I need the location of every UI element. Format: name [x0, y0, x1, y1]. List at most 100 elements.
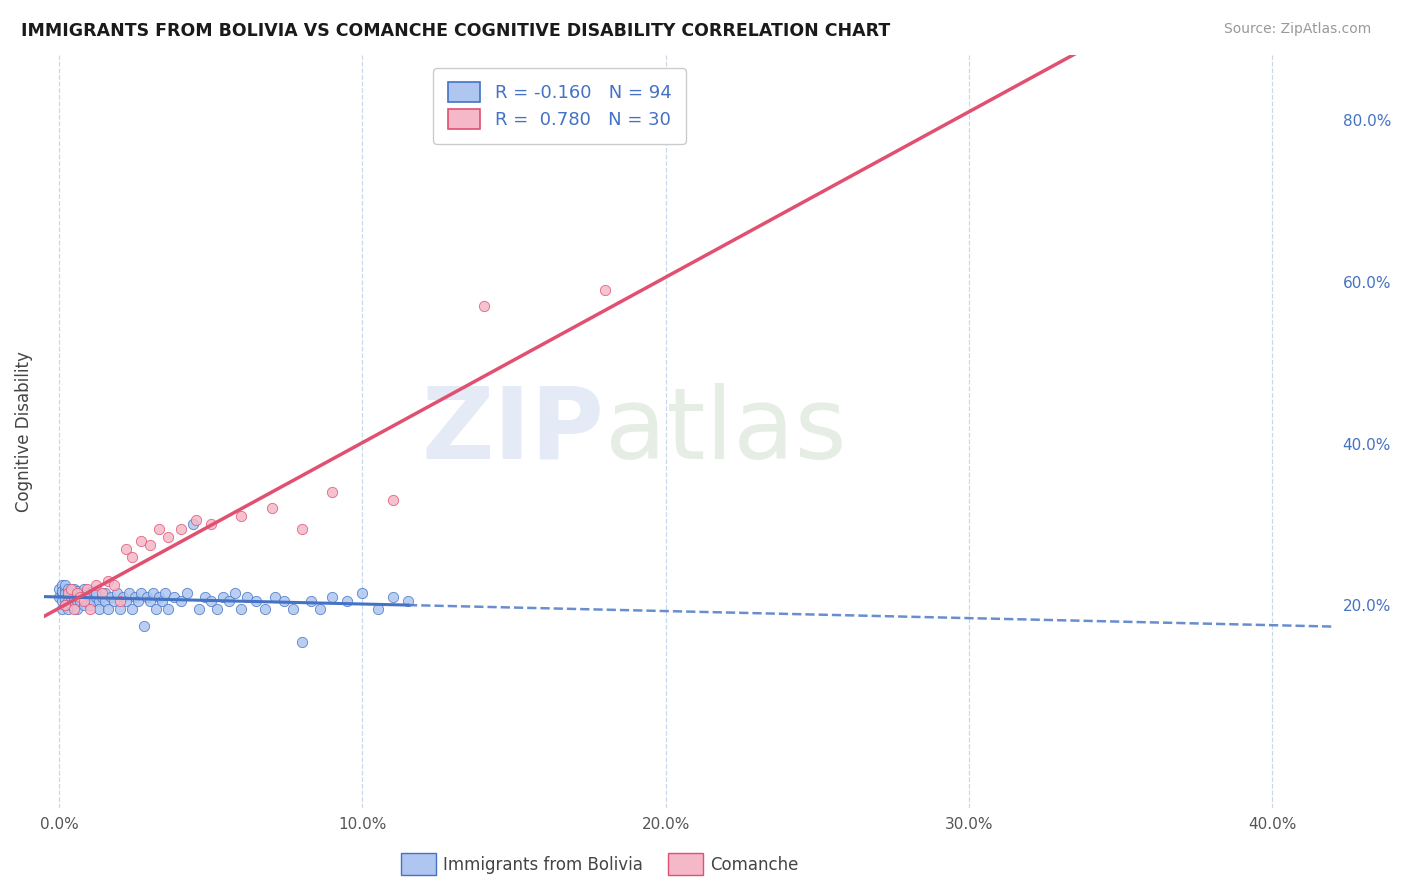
Point	[60, 582, 83, 597]
Point	[236, 591, 259, 605]
Point	[72, 582, 94, 597]
Point	[76, 594, 98, 608]
Point	[63, 591, 86, 605]
Point	[53, 578, 76, 592]
Point	[150, 594, 173, 608]
Point	[321, 591, 343, 605]
Point	[163, 591, 186, 605]
Point	[58, 582, 80, 597]
Point	[273, 594, 295, 608]
Point	[66, 594, 89, 608]
Point	[281, 602, 304, 616]
Point	[72, 591, 94, 606]
Point	[224, 586, 246, 600]
Text: Source: ZipAtlas.com: Source: ZipAtlas.com	[1223, 22, 1371, 37]
Point	[200, 594, 222, 608]
Point	[48, 591, 70, 605]
Point	[184, 513, 207, 527]
Point	[69, 594, 91, 608]
Point	[263, 591, 285, 605]
Point	[142, 586, 165, 600]
Point	[69, 591, 91, 605]
Point	[90, 591, 112, 605]
Point	[51, 594, 73, 608]
Point	[53, 586, 76, 600]
Point	[115, 541, 138, 556]
Point	[79, 591, 101, 605]
Point	[115, 594, 138, 608]
Point	[51, 586, 73, 600]
Point	[58, 602, 80, 616]
Point	[60, 591, 83, 605]
Point	[205, 602, 228, 616]
Point	[84, 591, 107, 605]
Point	[157, 602, 180, 616]
Point	[169, 594, 191, 608]
Point	[260, 501, 283, 516]
Point	[72, 599, 94, 613]
Point	[367, 602, 389, 616]
Point	[79, 602, 101, 616]
Point	[291, 635, 314, 649]
Point	[218, 594, 240, 608]
Point	[63, 594, 86, 608]
Point	[105, 586, 128, 600]
Point	[593, 283, 616, 297]
Point	[231, 602, 253, 616]
Point	[231, 509, 253, 524]
Point	[53, 591, 76, 606]
Point	[121, 602, 143, 616]
Point	[176, 586, 198, 600]
Point	[129, 586, 152, 600]
Point	[48, 582, 70, 597]
Point	[90, 586, 112, 600]
Point	[108, 594, 131, 608]
Point	[299, 594, 322, 608]
Point	[58, 586, 80, 600]
Point	[58, 594, 80, 608]
Point	[129, 533, 152, 548]
Point	[321, 485, 343, 500]
Point	[124, 591, 146, 605]
Point	[212, 591, 235, 605]
Point	[103, 594, 125, 608]
Text: Immigrants from Bolivia: Immigrants from Bolivia	[443, 856, 643, 874]
Point	[352, 586, 374, 600]
Point	[79, 599, 101, 613]
Point	[60, 599, 83, 613]
Point	[148, 522, 170, 536]
Point	[53, 582, 76, 597]
Text: IMMIGRANTS FROM BOLIVIA VS COMANCHE COGNITIVE DISABILITY CORRELATION CHART: IMMIGRANTS FROM BOLIVIA VS COMANCHE COGN…	[21, 22, 890, 40]
Text: atlas: atlas	[605, 383, 846, 480]
Text: ZIP: ZIP	[422, 383, 605, 480]
Point	[111, 591, 134, 605]
Point	[97, 574, 120, 588]
Point	[139, 538, 162, 552]
Point	[87, 594, 110, 608]
Point	[187, 602, 209, 616]
Point	[103, 578, 125, 592]
Point	[60, 583, 83, 598]
Point	[51, 602, 73, 616]
Point	[94, 586, 117, 600]
Point	[309, 602, 332, 616]
Point	[82, 594, 104, 608]
Point	[84, 586, 107, 600]
Point	[66, 583, 89, 598]
Point	[66, 602, 89, 616]
Point	[245, 594, 267, 608]
Point	[87, 602, 110, 616]
Point	[76, 586, 98, 600]
Point	[82, 583, 104, 598]
Point	[127, 594, 149, 608]
Point	[72, 594, 94, 608]
Point	[200, 517, 222, 532]
Point	[53, 599, 76, 613]
Point	[169, 522, 191, 536]
Point	[60, 586, 83, 600]
Point	[139, 594, 162, 608]
Point	[254, 602, 277, 616]
Point	[69, 591, 91, 605]
Point	[63, 602, 86, 616]
Point	[148, 591, 170, 605]
